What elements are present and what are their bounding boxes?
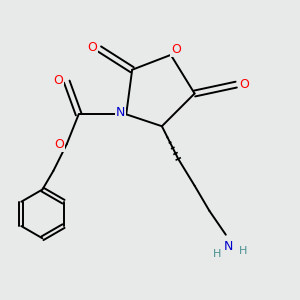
- Text: O: O: [171, 43, 181, 56]
- Text: O: O: [240, 77, 250, 91]
- Text: O: O: [54, 138, 64, 151]
- Text: H: H: [213, 249, 222, 259]
- Text: N: N: [224, 240, 233, 253]
- Text: O: O: [87, 41, 97, 54]
- Text: N: N: [116, 106, 125, 119]
- Text: H: H: [239, 246, 247, 256]
- Text: O: O: [53, 74, 63, 87]
